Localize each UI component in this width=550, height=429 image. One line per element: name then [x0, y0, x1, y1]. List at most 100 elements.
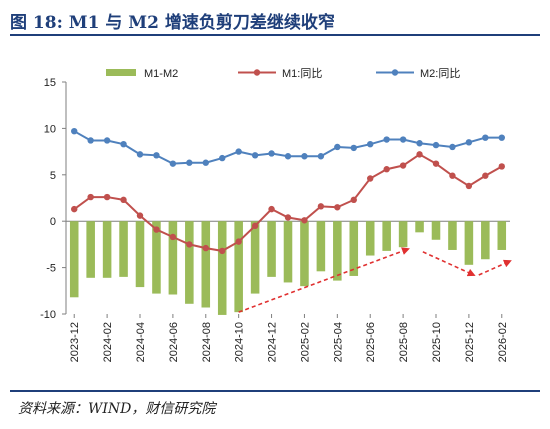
title-rule — [10, 34, 540, 36]
point-m1 — [350, 196, 357, 204]
bar-m1-m2 — [234, 221, 243, 313]
bar-m1-m2 — [481, 221, 490, 260]
point-m1 — [251, 222, 259, 230]
y-tick-label: -10 — [40, 309, 56, 321]
bar-m1-m2 — [168, 221, 178, 295]
point-m1 — [284, 214, 292, 221]
point-m2 — [416, 140, 423, 147]
bar-m1-m2 — [283, 221, 293, 283]
point-m1 — [367, 175, 374, 182]
point-m2 — [235, 148, 242, 155]
point-m2 — [136, 151, 144, 158]
point-m2 — [284, 153, 292, 160]
point-m2 — [120, 140, 127, 148]
legend: M1-M2 M1:同比 M2:同比 — [106, 67, 460, 80]
x-tick-label: 2025-04 — [332, 322, 344, 362]
bar-m1-m2 — [365, 221, 375, 256]
point-m1 — [103, 193, 111, 201]
bar-m1-m2 — [333, 221, 342, 281]
bar-m1-m2 — [300, 221, 309, 287]
x-tick-label: 2024-10 — [234, 322, 246, 362]
x-tick-label: 2025-10 — [431, 322, 443, 362]
point-m2 — [251, 152, 259, 159]
y-tick-label: 5 — [50, 170, 56, 182]
point-m1 — [87, 193, 94, 201]
y-tick-label: 10 — [44, 123, 56, 135]
point-m1 — [432, 160, 440, 167]
point-m2 — [103, 137, 111, 144]
bar-m1-m2 — [69, 221, 79, 298]
x-tick-label: 2024-04 — [135, 322, 147, 362]
bar-m1-m2 — [349, 221, 359, 276]
bar-m1-m2 — [398, 221, 408, 248]
x-tick-label: 2025-06 — [365, 322, 377, 362]
bar-m1-m2 — [431, 221, 441, 240]
point-m2 — [219, 154, 226, 162]
point-m2 — [383, 136, 390, 143]
trend-arrow-up — [238, 247, 410, 313]
point-m2 — [202, 159, 209, 166]
point-m1 — [71, 205, 78, 213]
chart: -10 -5 0 5 10 15 2023-12 2024-02 2024-04 2024-06 2… — [40, 67, 512, 362]
point-m2 — [482, 134, 489, 141]
point-m2 — [186, 159, 193, 166]
bar-m1-m2 — [135, 221, 145, 288]
point-m2 — [498, 134, 505, 141]
point-m2 — [87, 137, 94, 144]
point-m1 — [219, 247, 226, 255]
point-m1 — [317, 203, 325, 210]
point-m1 — [153, 226, 160, 233]
point-m2 — [350, 144, 357, 152]
x-tick-label: 2023-12 — [69, 322, 81, 362]
point-m1 — [498, 163, 505, 170]
point-m2 — [432, 141, 440, 149]
bar-m1-m2 — [497, 221, 507, 250]
x-tick-label: 2024-08 — [201, 322, 213, 362]
x-tick-label: 2025-12 — [464, 322, 476, 362]
point-m1 — [399, 162, 407, 169]
trend-arrow-down — [422, 251, 476, 277]
point-m1 — [120, 196, 127, 204]
point-m2 — [465, 139, 473, 146]
x-tick-label: 2025-08 — [398, 322, 410, 362]
point-m2 — [71, 127, 78, 135]
legend-marker-m1 — [253, 69, 261, 76]
x-tick-label: 2024-06 — [168, 322, 180, 362]
y-tick-label: -5 — [46, 263, 56, 275]
x-tick-label: 2026-02 — [497, 322, 509, 362]
bar-m1-m2 — [415, 221, 424, 233]
bar-m1-m2 — [448, 221, 457, 250]
point-m1 — [301, 217, 308, 224]
legend-swatch-m1-m2 — [106, 69, 136, 76]
bar-m1-m2 — [464, 221, 474, 265]
point-m1 — [202, 244, 209, 252]
x-tick-label: 2025-02 — [299, 322, 311, 362]
point-m1 — [186, 241, 193, 248]
point-m1 — [268, 205, 275, 213]
x-tick-label: 2024-12 — [267, 322, 279, 362]
legend-marker-m2 — [391, 69, 399, 76]
point-m2 — [169, 160, 177, 167]
bar-m1-m2 — [201, 221, 211, 308]
bar-m1-m2 — [267, 221, 276, 277]
bar-m1-m2 — [86, 221, 95, 278]
y-tick-label: 0 — [50, 216, 56, 228]
annotations — [238, 247, 512, 313]
legend-label-m1-m2: M1-M2 — [144, 68, 178, 80]
point-m2 — [399, 136, 407, 143]
point-m1 — [169, 233, 177, 241]
bar-m1-m2 — [152, 221, 161, 294]
point-m1 — [383, 166, 390, 173]
point-m2 — [317, 153, 325, 160]
source-rule — [10, 390, 540, 392]
bar-m1-m2 — [119, 221, 128, 277]
bar-m1-m2 — [217, 221, 227, 315]
point-m2 — [334, 143, 341, 151]
bar-m1-m2 — [382, 221, 391, 251]
point-m2 — [367, 140, 374, 148]
point-m2 — [153, 152, 160, 159]
point-m2 — [301, 153, 308, 160]
figure-title: 图 18: M1 与 M2 增速负剪刀差继续收窄 — [10, 13, 335, 33]
point-m1 — [136, 212, 144, 219]
point-m2 — [449, 143, 456, 151]
